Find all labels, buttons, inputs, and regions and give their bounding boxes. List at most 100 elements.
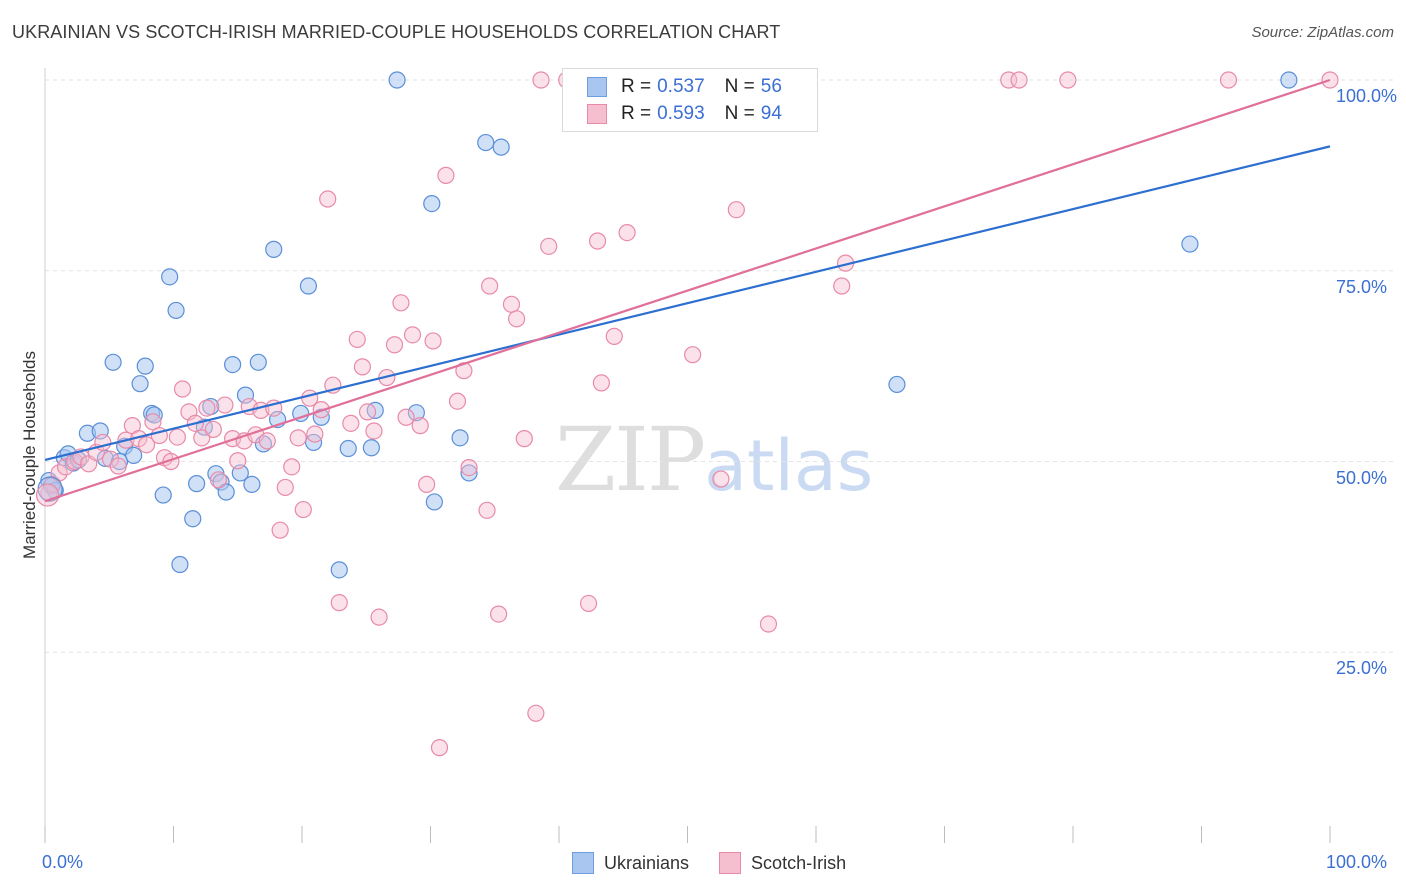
point-ukrainians — [243, 475, 261, 493]
point-scotch-irish — [605, 327, 623, 345]
legend-swatch-ukrainians — [572, 852, 594, 874]
point-scotch-irish — [418, 475, 436, 493]
point-scotch-irish — [588, 232, 607, 250]
point-ukrainians — [167, 301, 185, 320]
y-tick-label: 25.0% — [1336, 658, 1388, 679]
chart-source: Source: ZipAtlas.com — [1251, 24, 1394, 41]
point-ukrainians — [265, 240, 283, 258]
point-scotch-irish — [437, 166, 455, 184]
point-scotch-irish — [385, 336, 404, 354]
point-scotch-irish — [403, 326, 422, 344]
point-scotch-irish — [306, 425, 324, 443]
point-scotch-irish — [358, 403, 377, 421]
point-scotch-irish — [502, 295, 521, 313]
watermark-zip: ZIP — [555, 408, 706, 511]
point-scotch-irish — [294, 500, 312, 519]
legend-row-ukrainians: R = 0.537 N = 56 — [587, 73, 782, 101]
point-scotch-irish — [759, 615, 778, 633]
trend-lines — [44, 78, 1331, 503]
y-tick-label: 50.0% — [1336, 467, 1388, 488]
point-scotch-irish — [35, 483, 60, 507]
legend-swatch-scotch-irish — [719, 852, 742, 874]
legend-label-ukrainians: Ukrainians — [604, 852, 690, 873]
point-scotch-irish — [276, 478, 294, 497]
point-scotch-irish — [684, 346, 702, 364]
point-scotch-irish — [56, 458, 75, 476]
point-ukrainians — [224, 355, 242, 374]
point-ukrainians — [131, 375, 149, 393]
point-scotch-irish — [168, 428, 186, 446]
point-scotch-irish — [532, 71, 550, 89]
point-ukrainians — [330, 561, 348, 579]
point-ukrainians — [451, 429, 469, 447]
trend-line-ukrainians — [44, 145, 1331, 462]
point-ukrainians — [171, 555, 189, 574]
point-ukrainians — [407, 404, 425, 422]
watermark-atlas: atlas — [704, 425, 874, 507]
point-ukrainians — [388, 71, 406, 89]
point-scotch-irish — [490, 605, 508, 623]
axes — [44, 68, 1331, 843]
point-scotch-irish — [478, 501, 496, 519]
watermark: ZIPatlas — [555, 408, 873, 511]
point-scotch-irish — [204, 420, 222, 439]
point-ukrainians — [154, 486, 172, 504]
point-ukrainians — [136, 357, 154, 375]
point-ukrainians — [188, 475, 206, 493]
point-scotch-irish — [455, 362, 473, 380]
point-ukrainians — [362, 439, 380, 457]
point-scotch-irish — [271, 521, 289, 539]
point-scotch-irish — [109, 457, 127, 475]
point-scotch-irish — [1010, 71, 1028, 89]
legend-r-value: 0.537 — [657, 76, 705, 97]
legend-swatch-scotch-irish — [587, 104, 607, 124]
point-scotch-irish — [193, 429, 211, 447]
point-ukrainians — [104, 353, 122, 371]
point-scotch-irish — [289, 429, 307, 447]
x-tick-max: 100.0% — [1326, 852, 1388, 872]
point-scotch-irish — [579, 594, 598, 613]
point-ukrainians — [145, 406, 163, 424]
point-scotch-irish — [1059, 71, 1077, 89]
point-scotch-irish — [1219, 71, 1238, 89]
trend-line-scotch-irish — [44, 78, 1331, 503]
point-scotch-irish — [348, 330, 366, 349]
point-ukrainians — [1280, 71, 1298, 89]
point-scotch-irish — [229, 452, 247, 470]
legend-r-label: R = — [621, 76, 652, 97]
point-scotch-irish — [392, 294, 410, 312]
point-ukrainians — [184, 510, 202, 528]
point-scotch-irish — [397, 408, 415, 426]
point-ukrainians — [888, 375, 906, 394]
point-scotch-irish — [592, 374, 611, 392]
point-ukrainians — [249, 353, 267, 371]
series-legend: Ukrainians Scotch-Irish — [572, 852, 876, 874]
point-scotch-irish — [448, 392, 467, 410]
point-scotch-irish — [173, 380, 192, 398]
point-scotch-irish — [330, 594, 348, 612]
legend-item-scotch-irish[interactable]: Scotch-Irish — [719, 852, 846, 874]
point-scotch-irish — [319, 190, 337, 208]
legend-item-ukrainians[interactable]: Ukrainians — [572, 852, 689, 874]
chart-title: UKRAINIAN VS SCOTCH-IRISH MARRIED-COUPLE… — [12, 22, 781, 42]
point-scotch-irish — [258, 432, 276, 450]
point-ukrainians — [217, 483, 235, 501]
point-scotch-irish — [460, 459, 478, 477]
legend-row-scotch-irish: R = 0.593 N = 94 — [587, 100, 782, 128]
point-scotch-irish — [424, 332, 442, 350]
point-scotch-irish — [618, 224, 636, 242]
point-ukrainians — [477, 133, 495, 152]
grid — [45, 79, 1395, 653]
point-scotch-irish — [727, 201, 745, 219]
stats-legend: R = 0.537 N = 56 R = 0.593 N = 94 — [562, 68, 818, 132]
point-scotch-irish — [353, 358, 371, 376]
point-ukrainians — [161, 268, 179, 286]
point-scotch-irish — [283, 458, 301, 476]
y-tick-label: 75.0% — [1336, 276, 1388, 297]
point-scotch-irish — [216, 396, 234, 414]
point-scotch-irish — [209, 471, 228, 489]
point-ukrainians — [425, 493, 443, 511]
legend-r-label: R = — [621, 103, 652, 124]
points — [35, 71, 1339, 757]
point-ukrainians — [299, 277, 318, 295]
